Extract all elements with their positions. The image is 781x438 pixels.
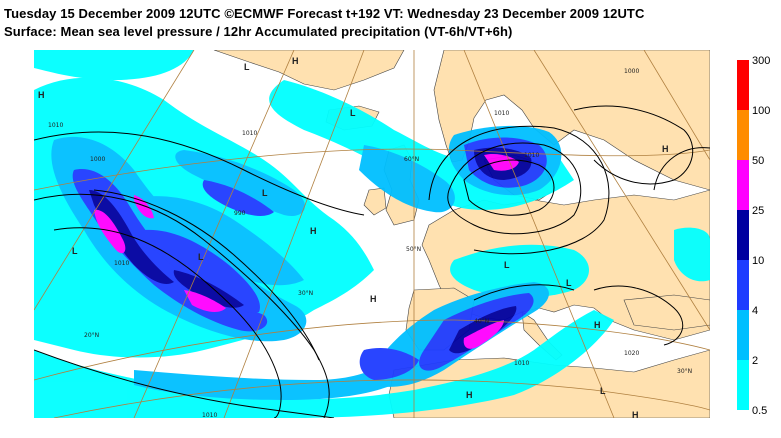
high-pressure-label: H: [594, 320, 601, 330]
parallel-40n: [34, 319, 710, 381]
legend-label: 25: [752, 205, 765, 217]
isobar-label: 990: [234, 210, 246, 217]
high-pressure-label: H: [662, 144, 669, 154]
low-pressure-label: L: [566, 278, 572, 288]
low-pressure-label: L: [72, 246, 78, 256]
low-pressure-label: L: [504, 260, 510, 270]
isobar-label: 1000: [90, 156, 106, 163]
inner-latitude-label: 20°N: [84, 332, 100, 339]
high-pressure-label: H: [370, 294, 377, 304]
isobar-label: 1020: [624, 350, 640, 357]
top-longitude-label: 60°E: [644, 50, 658, 52]
high-pressure-label: H: [466, 390, 473, 400]
top-longitude-label: 20°W: [357, 50, 374, 52]
meridian-60e: [643, 50, 710, 161]
high-pressure-label: H: [310, 226, 317, 236]
parallel-30n: [53, 379, 710, 418]
meridian-20w: [223, 50, 365, 418]
inner-latitude-label: 60°N: [404, 156, 420, 163]
high-pressure-label: H: [292, 56, 299, 66]
isobar-label: 1010: [114, 260, 130, 267]
turkey: [623, 294, 710, 331]
meridian-40w: [133, 50, 295, 418]
inner-latitude-label: 50°N: [406, 246, 422, 253]
low-pressure-label: L: [600, 386, 606, 396]
legend-label: 2: [752, 355, 759, 367]
top-longitude-label: 60°W: [165, 50, 182, 52]
low-pressure-label: L: [262, 188, 268, 198]
meridian-20e: [463, 50, 615, 418]
top-longitude-label: 20°E: [456, 50, 470, 52]
meridian-40e: [533, 50, 710, 331]
forecast-map: H L H L L H H L L H L L H H L H 1010 1010 1000 990 1010 1000…: [34, 50, 710, 418]
isobar-label: 1000: [624, 68, 640, 75]
legend-band-0.5-2: [737, 360, 749, 410]
top-longitude-label: 0°: [411, 50, 418, 52]
isobar-label: 1010: [494, 110, 510, 117]
map-canvas: [34, 50, 710, 418]
parallel-60n: [34, 148, 710, 191]
legend-label: 0.5: [752, 405, 768, 417]
high-pressure-label: H: [632, 410, 639, 418]
isobar-label: 1010: [524, 152, 540, 159]
legend-band-100-300: [737, 60, 749, 110]
legend-label: 100: [752, 105, 771, 117]
legend-band-25-50: [737, 160, 749, 210]
isobar-label: 1010: [514, 360, 530, 367]
precipitation-layer: [34, 50, 710, 418]
top-longitude-label: 40°E: [522, 50, 536, 52]
low-pressure-label: L: [244, 62, 250, 72]
legend-band-10-25: [737, 210, 749, 260]
legend-band-4-10: [737, 260, 749, 310]
legend-label: 300: [752, 55, 771, 67]
chart-title-line2: Surface: Mean sea level pressure / 12hr …: [4, 24, 513, 39]
isobars: [34, 105, 710, 418]
legend-band-2-4: [737, 310, 749, 360]
isobar-label: 1010: [202, 412, 218, 418]
low-pressure-label: L: [198, 252, 204, 262]
graticule: [34, 50, 710, 418]
legend-label: 50: [752, 155, 765, 167]
isobar-label: 1010: [242, 130, 258, 137]
inner-latitude-label: 40°N: [474, 318, 490, 325]
high-pressure-label: H: [38, 90, 45, 100]
precip-legend-colorbar: [737, 60, 749, 410]
legend-band-50-100: [737, 110, 749, 160]
top-longitude-label: 40°W: [289, 50, 306, 52]
scandinavia-russia: [433, 50, 710, 191]
legend-label: 10: [752, 255, 765, 267]
isobar-label: 1010: [48, 122, 64, 129]
chart-title-line1: Tuesday 15 December 2009 12UTC ©ECMWF Fo…: [4, 6, 645, 21]
inner-latitude-label: 30°N: [677, 368, 693, 375]
legend-label: 4: [752, 305, 759, 317]
low-pressure-label: L: [350, 108, 356, 118]
meridian-60w: [34, 50, 195, 311]
inner-latitude-label: 30°N: [298, 290, 314, 297]
precip-band-25: [94, 153, 519, 349]
greenland: [213, 50, 405, 91]
